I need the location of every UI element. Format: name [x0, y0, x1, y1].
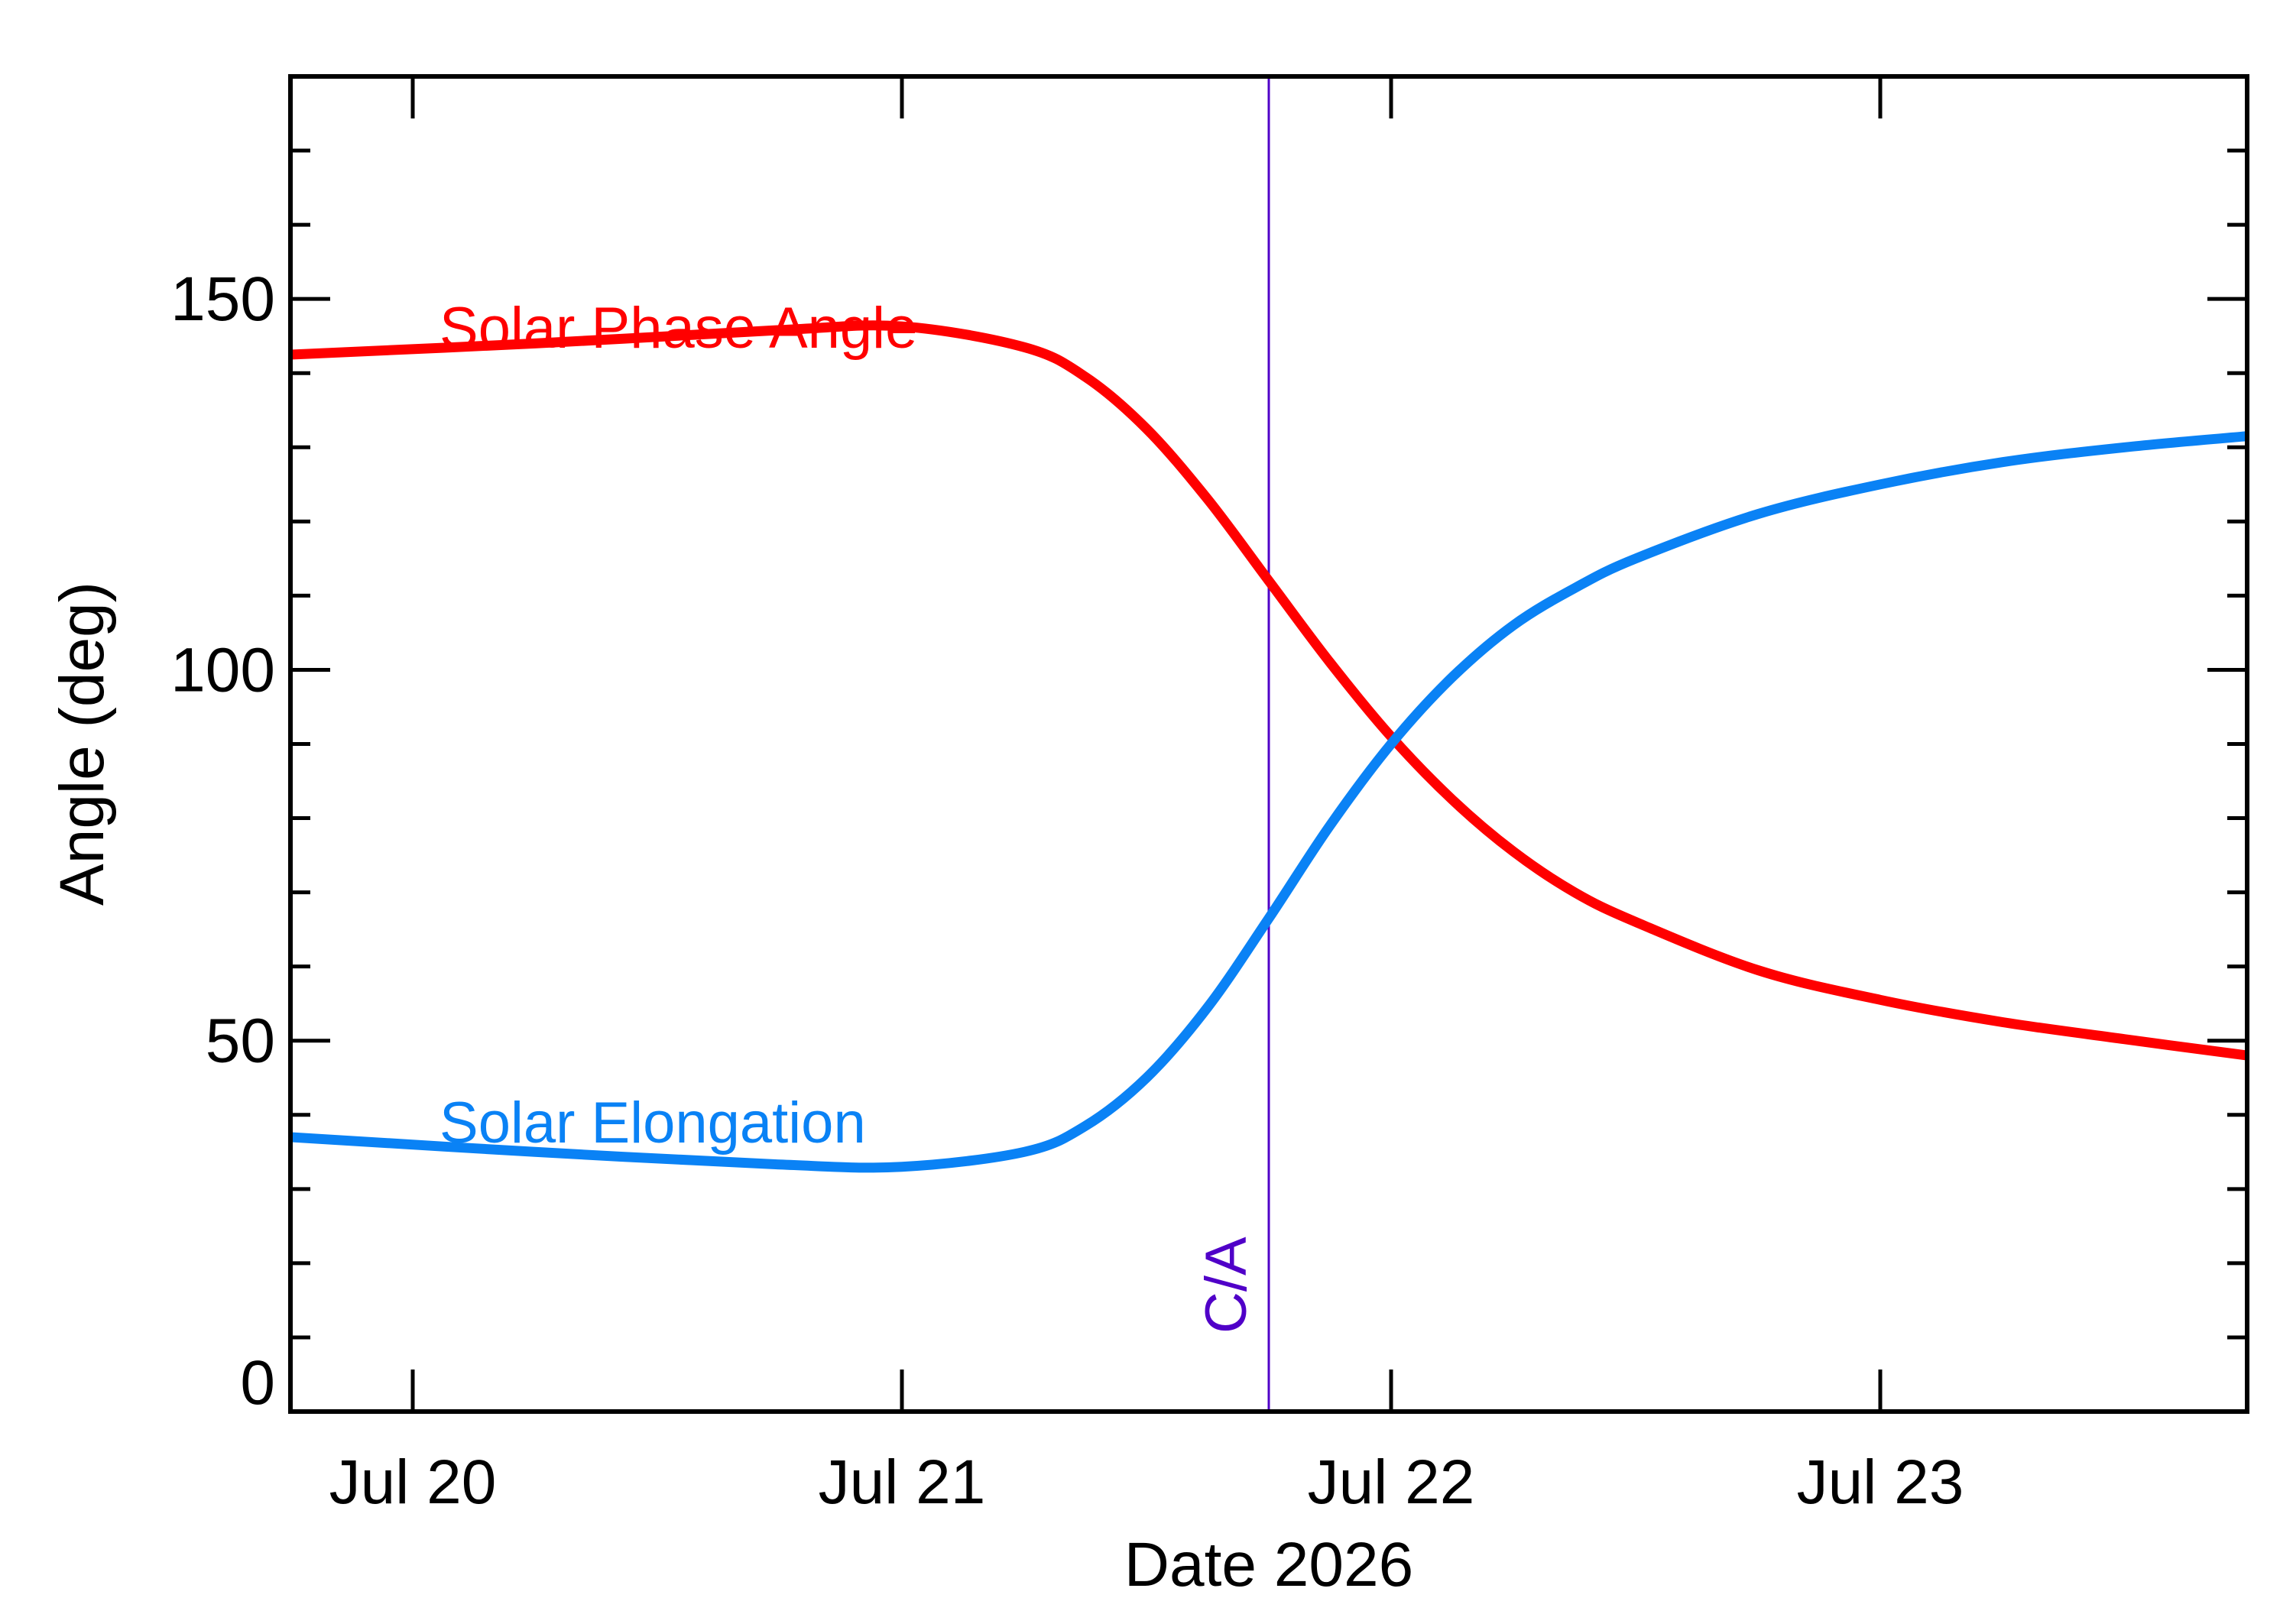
- y-tick-label: 150: [170, 264, 275, 334]
- x-tick-label: Jul 21: [819, 1447, 986, 1517]
- y-axis-label: Angle (deg): [47, 582, 117, 906]
- x-tick-label: Jul 20: [329, 1447, 497, 1517]
- series-label-solar-elongation: Solar Elongation: [439, 1091, 866, 1156]
- y-tick-label: 100: [170, 635, 275, 705]
- x-tick-label: Jul 22: [1308, 1447, 1475, 1517]
- series-line-solar-phase-angle: [290, 320, 2248, 1061]
- series-label-solar-phase-angle: Solar Phase Angle: [439, 296, 917, 361]
- series-line-solar-elongation: [290, 431, 2248, 1173]
- axis-ticks: 0 50 100 150 Jul 20 Jul 21 Jul 22 Jul 23: [170, 74, 2247, 1517]
- ca-label: C/A: [1194, 1237, 1259, 1334]
- y-tick-label: 0: [240, 1348, 275, 1418]
- chart-marks: [290, 76, 2248, 1412]
- x-tick-label: Jul 23: [1797, 1447, 1964, 1517]
- x-axis-label: Date 2026: [1124, 1530, 1413, 1600]
- y-tick-label: 50: [206, 1006, 275, 1076]
